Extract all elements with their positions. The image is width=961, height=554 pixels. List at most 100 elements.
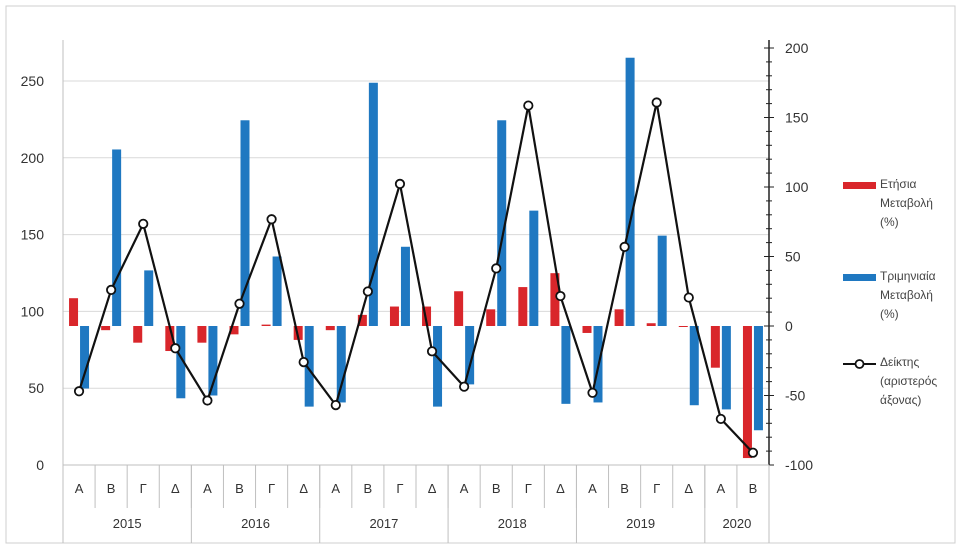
index-point	[394, 178, 406, 190]
index-point	[266, 214, 277, 225]
left-tick-label: 150	[21, 227, 45, 243]
index-point	[683, 292, 694, 303]
annual-change-bar	[101, 326, 111, 331]
quarter-tick-label: Α	[588, 481, 597, 496]
quarterly-change-bar	[176, 326, 186, 399]
quarter-tick-label: Β	[364, 481, 373, 496]
quarter-tick-label: Β	[749, 481, 758, 496]
annual-change-bar	[165, 326, 175, 352]
year-tick-label: 2020	[722, 516, 751, 531]
quarterly-change-bar	[336, 326, 346, 403]
quarter-tick-label: Γ	[396, 481, 403, 496]
year-tick-label: 2015	[113, 516, 142, 531]
quarter-tick-label: Δ	[171, 481, 180, 496]
legend-label: Δείκτης	[880, 355, 919, 369]
right-tick-label: 0	[785, 318, 793, 334]
legend-label: Ετήσια	[880, 177, 916, 191]
quarter-tick-label: Β	[235, 481, 244, 496]
annual-change-bar	[486, 309, 496, 326]
quarter-tick-label: Α	[75, 481, 84, 496]
x-axis: Α Β Γ Δ Α Β Γ Δ Α Β Γ Δ Α Β Γ Δ Α Β Γ Δ Α Β 2015 2016 2017 2018 20…	[62, 464, 770, 543]
index-point	[202, 395, 213, 406]
quarterly-change-bar	[689, 326, 699, 406]
right-tick-label: -100	[785, 457, 813, 473]
index-point	[170, 343, 181, 354]
quarterly-change-bar	[112, 149, 122, 326]
index-point	[555, 290, 566, 302]
annual-change-bar	[454, 291, 464, 326]
quarter-tick-label: Δ	[684, 481, 693, 496]
legend-label: Μεταβολή	[880, 196, 933, 210]
index-point	[651, 97, 662, 108]
annual-change-bar	[582, 326, 592, 333]
legend-swatch	[843, 182, 876, 189]
index-line-series	[73, 97, 759, 458]
quarter-tick-label: Β	[492, 481, 501, 496]
quarter-tick-label: Α	[331, 481, 340, 496]
left-tick-label: 100	[21, 303, 45, 319]
annual-change-bar	[357, 314, 367, 326]
quarter-tick-label: Γ	[653, 481, 660, 496]
annual-change-bar	[229, 326, 239, 335]
quarterly-change-bar	[144, 270, 154, 326]
right-tick-label: 150	[785, 110, 809, 126]
index-point	[587, 387, 598, 398]
legend-label: Μεταβολή	[880, 288, 933, 302]
index-point	[362, 286, 373, 297]
annual-change-bar	[614, 309, 624, 326]
annual-change-bar	[197, 326, 207, 343]
quarterly-change-bar	[753, 326, 763, 431]
index-point	[298, 356, 309, 368]
quarterly-change-bar	[240, 120, 250, 326]
quarterly-change-bar	[465, 326, 475, 385]
quarter-tick-label: Δ	[299, 481, 308, 496]
annual-change-bar	[422, 306, 432, 326]
legend-label: (αριστερός	[880, 374, 937, 388]
year-tick-label: 2018	[498, 516, 527, 531]
quarter-tick-label: Γ	[268, 481, 275, 496]
legend-label: άξονας)	[880, 393, 921, 407]
index-point	[491, 263, 502, 274]
quarterly-change-bar	[721, 326, 731, 410]
year-tick-label: 2017	[369, 516, 398, 531]
annual-change-bar	[69, 298, 79, 326]
index-point	[106, 284, 117, 295]
right-tick-label: 200	[785, 40, 809, 56]
quarterly-change-bar	[657, 235, 667, 326]
legend-label: Τριμηνιαία	[880, 269, 936, 283]
quarterly-change-bar	[561, 326, 571, 404]
left-tick-label: 250	[21, 73, 45, 89]
legend-label: (%)	[880, 307, 899, 321]
quarterly-change-bar	[433, 326, 443, 407]
axes: 0 50 100 150 200 250 -100 -50 0 50 100 150 200	[21, 40, 813, 473]
legend-swatch	[843, 274, 876, 281]
index-point	[138, 218, 149, 229]
legend: Ετήσια Μεταβολή (%) Τριμηνιαία Μεταβολή (%) Δε…	[843, 177, 937, 407]
right-tick-label: 50	[785, 249, 801, 265]
legend-label: (%)	[880, 215, 899, 229]
left-tick-label: 50	[28, 380, 44, 396]
year-tick-label: 2016	[241, 516, 270, 531]
index-point	[459, 381, 470, 392]
index-point	[330, 399, 341, 411]
quarterly-change-bar	[304, 326, 314, 407]
quarterly-change-bar	[529, 210, 539, 326]
quarterly-change-bar	[272, 256, 282, 326]
index-point	[619, 241, 630, 252]
quarter-tick-label: Δ	[428, 481, 437, 496]
annual-change-bar	[133, 326, 143, 343]
index-point	[715, 413, 726, 425]
index-line	[77, 101, 754, 454]
quarter-tick-label: Α	[460, 481, 469, 496]
annual-change-bar	[710, 326, 720, 368]
quarterly-change-bar	[625, 57, 635, 326]
annual-change-bar	[550, 273, 560, 326]
quarter-tick-label: Β	[107, 481, 116, 496]
annual-change-bar	[742, 326, 752, 459]
quarter-tick-label: Α	[717, 481, 726, 496]
quarterly-change-bar	[497, 120, 507, 326]
quarter-tick-label: Α	[203, 481, 212, 496]
index-point	[426, 346, 438, 357]
